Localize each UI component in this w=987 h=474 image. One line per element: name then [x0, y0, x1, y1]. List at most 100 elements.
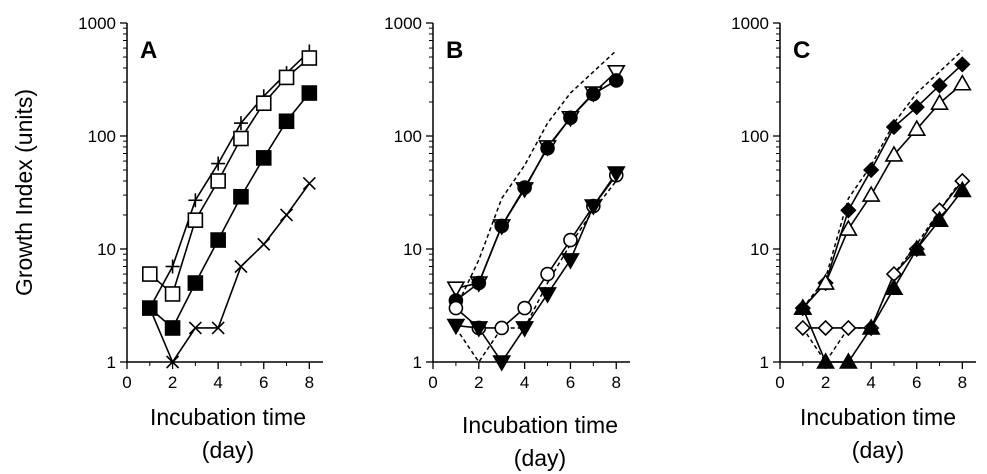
data-point-series-4 — [211, 321, 225, 335]
data-point-series-4 — [143, 301, 157, 315]
panel-label: C — [793, 37, 810, 64]
data-point-series-2 — [164, 286, 181, 302]
data-point-series-6 — [793, 298, 813, 315]
data-point-series-3 — [930, 93, 949, 111]
panel-label: A — [140, 37, 157, 64]
data-point-series-1 — [233, 116, 248, 131]
data-point-series-6 — [816, 352, 835, 369]
data-point-series-6 — [446, 318, 466, 336]
panel-b: 1 10 100 1000 0 2 4 6 8 B Incubation time (day) — [384, 14, 630, 471]
y-tick-label: 1000 — [384, 14, 422, 33]
y-tick-label: 1 — [413, 353, 422, 372]
data-point-series-3 — [586, 86, 601, 102]
data-point-series-2 — [301, 50, 318, 66]
data-point-series-4 — [166, 355, 180, 369]
y-tick-label: 10 — [403, 240, 422, 259]
data-point-series-3 — [164, 320, 181, 336]
y-axis-title: Growth Index (units) — [11, 89, 37, 296]
x-tick-label: 6 — [259, 373, 268, 392]
data-point-series-3 — [816, 273, 835, 290]
data-point-series-6 — [861, 318, 881, 335]
series-line-1 — [455, 50, 617, 309]
data-point-series-5 — [448, 300, 464, 316]
data-point-series-2 — [931, 77, 948, 94]
data-point-series-6 — [538, 287, 557, 304]
data-point-series-2 — [187, 212, 204, 228]
data-point-series-5 — [794, 319, 811, 337]
data-point-series-6 — [469, 321, 489, 338]
y-tick-label: 1 — [760, 353, 769, 372]
data-point-series-5 — [840, 319, 857, 337]
data-point-series-6 — [492, 355, 512, 372]
y-tick-label: 1000 — [731, 14, 769, 33]
x-tick-label: 0 — [428, 373, 437, 392]
data-point-series-6 — [606, 166, 626, 183]
data-point-series-2 — [278, 69, 295, 86]
data-point-series-2 — [606, 64, 626, 82]
x-tick-label: 4 — [520, 373, 529, 392]
data-point-series-6 — [930, 210, 949, 227]
data-point-series-2 — [885, 118, 903, 136]
data-point-series-3 — [278, 113, 295, 130]
data-point-series-3 — [517, 180, 532, 195]
data-point-series-2 — [954, 56, 971, 73]
data-point-series-3 — [608, 73, 624, 88]
y-tick-label: 10 — [97, 240, 116, 259]
x-tick-label: 2 — [821, 373, 830, 392]
data-point-series-6 — [907, 239, 927, 256]
x-tick-label: 8 — [305, 373, 314, 392]
data-point-series-1 — [211, 156, 226, 171]
data-point-series-3 — [563, 110, 578, 126]
x-tick-label: 2 — [474, 373, 483, 392]
x-tick-label: 4 — [866, 373, 875, 392]
data-point-series-5 — [817, 319, 834, 337]
data-point-series-3 — [884, 145, 904, 162]
x-tick-label: 8 — [612, 373, 621, 392]
x-axis-unit: (day) — [514, 445, 566, 471]
series-line-1 — [149, 50, 310, 309]
data-point-series-3 — [187, 275, 204, 291]
data-point-series-5 — [563, 232, 578, 248]
data-point-series-4 — [234, 259, 248, 274]
data-point-series-6 — [838, 352, 858, 369]
data-point-series-3 — [907, 119, 927, 136]
x-axis-title: Incubation time — [800, 404, 956, 430]
data-point-series-5 — [540, 266, 555, 282]
data-point-series-3 — [471, 275, 487, 291]
data-point-series-4 — [257, 237, 271, 251]
x-tick-label: 6 — [912, 373, 921, 392]
x-tick-label: 8 — [958, 373, 967, 392]
data-point-series-4 — [279, 208, 294, 222]
data-point-series-3 — [210, 232, 226, 248]
y-tick-label: 1000 — [78, 14, 116, 33]
y-tick-label: 100 — [394, 127, 422, 146]
data-point-series-3 — [494, 218, 510, 234]
data-point-series-3 — [255, 150, 272, 166]
series-line-5 — [802, 180, 963, 329]
data-point-series-3 — [233, 188, 249, 205]
data-point-series-6 — [884, 278, 904, 295]
data-point-series-2 — [233, 130, 249, 147]
data-point-series-1 — [165, 259, 180, 274]
data-point-series-6 — [952, 180, 972, 198]
data-point-series-2 — [255, 95, 272, 112]
panel-label: B — [446, 37, 463, 64]
data-point-series-5 — [517, 300, 532, 316]
data-point-series-3 — [301, 85, 318, 101]
y-tick-label: 100 — [741, 127, 769, 146]
y-tick-label: 100 — [88, 127, 116, 146]
panel-a: 1 10 100 1000 0 2 4 6 8 A Incubation time (day) Grow… — [11, 14, 323, 463]
data-point-series-2 — [840, 202, 857, 219]
series-line-3 — [455, 79, 617, 302]
x-tick-label: 0 — [122, 373, 131, 392]
data-point-series-4 — [302, 176, 316, 191]
data-point-series-3 — [952, 74, 972, 91]
y-tick-label: 1 — [107, 353, 116, 372]
data-point-series-2 — [863, 161, 880, 179]
data-point-series-2 — [210, 173, 226, 189]
x-axis-title: Incubation time — [150, 404, 306, 430]
data-point-series-2 — [908, 99, 925, 116]
x-tick-label: 0 — [775, 373, 784, 392]
series-line-3 — [802, 83, 963, 309]
series-line-1 — [802, 50, 963, 309]
